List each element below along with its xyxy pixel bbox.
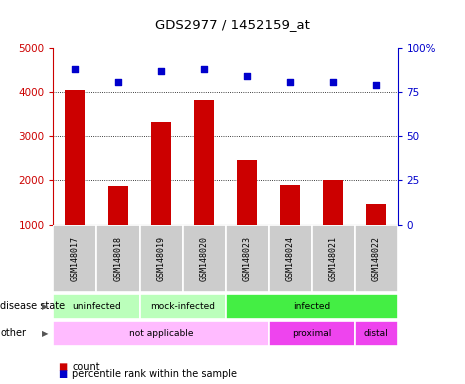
Bar bbox=[354, 321, 398, 346]
Text: GSM148022: GSM148022 bbox=[372, 236, 380, 281]
Bar bbox=[65, 90, 85, 225]
Text: ▶: ▶ bbox=[42, 302, 49, 311]
Bar bbox=[280, 185, 300, 225]
Bar bbox=[226, 294, 398, 319]
Bar bbox=[53, 321, 268, 346]
Bar bbox=[323, 180, 343, 225]
Bar bbox=[268, 225, 312, 292]
Text: count: count bbox=[72, 362, 100, 372]
Text: disease state: disease state bbox=[0, 301, 66, 311]
Text: GSM148021: GSM148021 bbox=[329, 236, 338, 281]
Bar bbox=[53, 294, 140, 319]
Bar bbox=[140, 225, 182, 292]
Text: GSM148018: GSM148018 bbox=[113, 236, 122, 281]
Text: proximal: proximal bbox=[292, 329, 331, 338]
Text: GSM148019: GSM148019 bbox=[157, 236, 166, 281]
Bar bbox=[268, 321, 354, 346]
Bar bbox=[97, 225, 140, 292]
Bar bbox=[53, 225, 97, 292]
Text: uninfected: uninfected bbox=[72, 302, 121, 311]
Bar bbox=[237, 160, 257, 225]
Text: GSM148017: GSM148017 bbox=[71, 236, 80, 281]
Text: ■: ■ bbox=[58, 362, 67, 372]
Text: percentile rank within the sample: percentile rank within the sample bbox=[72, 369, 237, 379]
Bar bbox=[354, 225, 398, 292]
Bar bbox=[194, 100, 214, 225]
Text: ■: ■ bbox=[58, 369, 67, 379]
Bar bbox=[151, 122, 171, 225]
Point bbox=[372, 82, 380, 88]
Text: mock-infected: mock-infected bbox=[150, 302, 215, 311]
Bar bbox=[312, 225, 354, 292]
Point bbox=[329, 78, 337, 84]
Text: GSM148024: GSM148024 bbox=[286, 236, 294, 281]
Text: distal: distal bbox=[364, 329, 388, 338]
Bar bbox=[182, 225, 226, 292]
Text: GSM148023: GSM148023 bbox=[243, 236, 252, 281]
Point bbox=[286, 78, 294, 84]
Text: GDS2977 / 1452159_at: GDS2977 / 1452159_at bbox=[155, 18, 310, 31]
Bar bbox=[366, 204, 386, 225]
Text: other: other bbox=[0, 328, 27, 338]
Bar bbox=[226, 225, 268, 292]
Point bbox=[71, 66, 79, 72]
Point bbox=[157, 68, 165, 74]
Text: GSM148020: GSM148020 bbox=[199, 236, 208, 281]
Point bbox=[243, 73, 251, 79]
Point bbox=[114, 78, 122, 84]
Point bbox=[200, 66, 208, 72]
Text: infected: infected bbox=[293, 302, 330, 311]
Bar bbox=[108, 186, 128, 225]
Text: not applicable: not applicable bbox=[129, 329, 193, 338]
Bar bbox=[140, 294, 226, 319]
Text: ▶: ▶ bbox=[42, 329, 49, 338]
